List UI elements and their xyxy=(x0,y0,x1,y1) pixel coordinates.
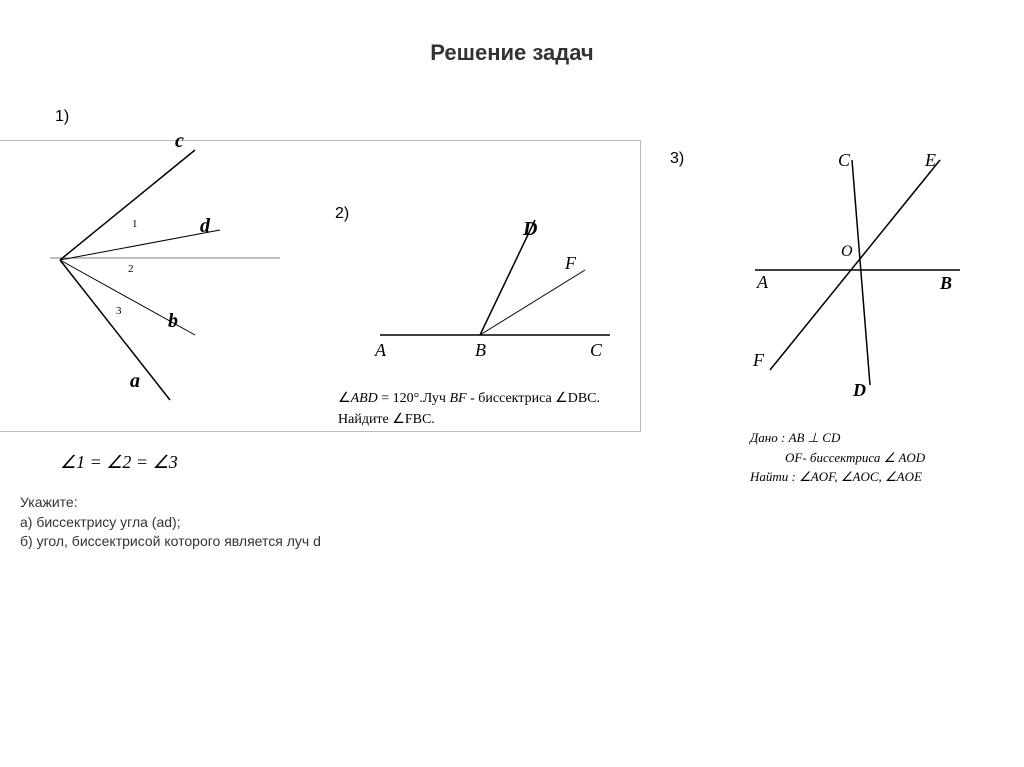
ray-c-label: c xyxy=(175,130,184,153)
point-C-p3: C xyxy=(838,150,850,171)
ray-d-label: d xyxy=(200,215,210,238)
point-A-p2: A xyxy=(375,340,386,361)
point-D-p2: D xyxy=(523,218,537,241)
p2-find: Найдите ∠FBC. xyxy=(338,409,600,430)
point-B-p3: B xyxy=(940,273,952,294)
ray-a-label: a xyxy=(130,370,140,393)
p3-bis: OF- биссектриса ∠ AOD xyxy=(785,448,925,468)
point-B-p2: B xyxy=(475,340,486,361)
angle-3-num: 3 xyxy=(116,305,122,317)
p3-dano: Дано : AB ⊥ CD xyxy=(750,428,925,448)
point-F-p3: F xyxy=(753,350,764,371)
q1-b: б) угол, биссектрисой которого является … xyxy=(20,532,321,552)
ray-b-label: b xyxy=(168,310,178,333)
problem-3-label: 3) xyxy=(670,150,684,168)
problem-1-label: 1) xyxy=(55,108,69,126)
point-E-p3: E xyxy=(925,150,936,171)
problem-2-diagram xyxy=(360,195,620,360)
point-C-p2: C xyxy=(590,340,602,361)
point-F-p2: F xyxy=(565,253,576,274)
page-title: Решение задач xyxy=(0,40,1024,66)
q1-header: Укажите: xyxy=(20,493,321,513)
point-O-p3: O xyxy=(841,243,853,261)
problem-2-text: ∠ABD = 120°.Луч BF - биссектриса ∠DBC. Н… xyxy=(338,388,600,430)
q1-a: а) биссектрису угла (ad); xyxy=(20,513,321,533)
problem-1-equation: ∠1 = ∠2 = ∠3 xyxy=(60,452,178,473)
problem-1-question: Укажите: а) биссектрису угла (ad); б) уг… xyxy=(20,493,321,552)
problem-1-diagram xyxy=(20,140,290,425)
problem-3-text: Дано : AB ⊥ CD OF- биссектриса ∠ AOD Най… xyxy=(750,428,925,487)
angle-2-num: 2 xyxy=(128,263,134,275)
p2-condition: ∠ABD = 120°.Луч BF - биссектриса ∠DBC. xyxy=(338,388,600,409)
point-D-p3: D xyxy=(853,380,866,401)
p3-find: Найти : ∠AOF, ∠AOC, ∠AOE xyxy=(750,467,925,487)
problem-2-label: 2) xyxy=(335,205,349,223)
point-A-p3: A xyxy=(757,272,768,293)
angle-1-num: 1 xyxy=(132,218,138,230)
